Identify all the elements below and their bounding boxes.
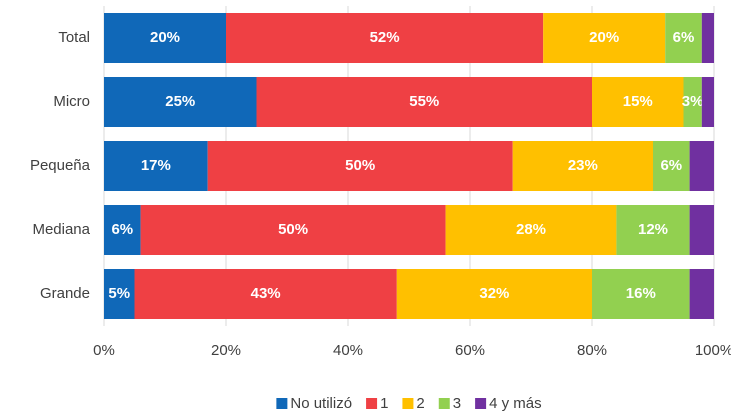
- x-tick-label: 0%: [93, 342, 115, 359]
- data-label: 20%: [150, 29, 180, 46]
- bar-segment: [134, 269, 397, 319]
- x-tick-label: 20%: [211, 342, 241, 359]
- data-label: 50%: [345, 157, 375, 174]
- data-label: 23%: [568, 157, 598, 174]
- legend-label: 1: [380, 395, 388, 412]
- bar-segment: [207, 141, 513, 191]
- legend-swatch: [475, 398, 487, 409]
- legend-label: 3: [453, 395, 461, 412]
- data-label: 6%: [111, 221, 133, 238]
- data-label: 17%: [141, 157, 171, 174]
- bar-segment: [512, 141, 653, 191]
- bar-segment: [104, 205, 141, 255]
- bar-segment: [396, 269, 592, 319]
- bar-segment: [140, 205, 446, 255]
- data-label: 50%: [278, 221, 308, 238]
- data-label: 55%: [409, 93, 439, 110]
- data-label: 43%: [251, 285, 281, 302]
- legend-label: No utilizó: [290, 395, 352, 412]
- legend-label: 4 y más: [489, 395, 542, 412]
- y-tick-label: Total: [58, 29, 90, 46]
- bar-segment: [104, 13, 226, 63]
- bar-segment: [226, 13, 544, 63]
- bar-segment: [689, 269, 714, 319]
- legend-swatch: [366, 398, 378, 409]
- bar-segment: [653, 141, 690, 191]
- legend-label: 2: [416, 395, 424, 412]
- data-label: 6%: [660, 157, 682, 174]
- data-label: 12%: [638, 221, 668, 238]
- data-label: 28%: [516, 221, 546, 238]
- data-label: 5%: [108, 285, 130, 302]
- bar-segment: [701, 13, 714, 63]
- x-tick-label: 100%: [695, 342, 731, 359]
- bar-segment: [104, 77, 257, 127]
- y-tick-label: Grande: [40, 285, 90, 302]
- data-label: 3%: [682, 93, 704, 110]
- bar-segment: [701, 77, 714, 127]
- data-label: 16%: [626, 285, 656, 302]
- y-tick-label: Micro: [53, 93, 90, 110]
- bar-segment: [689, 141, 714, 191]
- bar-segment: [665, 13, 702, 63]
- x-tick-label: 80%: [577, 342, 607, 359]
- data-label: 25%: [165, 93, 195, 110]
- data-label: 32%: [479, 285, 509, 302]
- y-tick-label: Mediana: [32, 221, 90, 238]
- x-tick-label: 40%: [333, 342, 363, 359]
- bar-segment: [592, 269, 690, 319]
- legend-swatch: [276, 398, 288, 409]
- data-label: 15%: [623, 93, 653, 110]
- bar-segment: [683, 77, 702, 127]
- bar-segment: [256, 77, 592, 127]
- x-tick-label: 60%: [455, 342, 485, 359]
- legend-swatch: [438, 398, 450, 409]
- bar-segment: [689, 205, 714, 255]
- legend-swatch: [402, 398, 414, 409]
- y-tick-label: Pequeña: [30, 157, 91, 174]
- bar-segment: [592, 77, 684, 127]
- bar-segment: [445, 205, 617, 255]
- bar-segment: [616, 205, 690, 255]
- bar-segment: [543, 13, 666, 63]
- bar-segment: [104, 141, 208, 191]
- bar-segment: [104, 269, 135, 319]
- data-label: 20%: [589, 29, 619, 46]
- data-label: 6%: [673, 29, 695, 46]
- data-label: 52%: [370, 29, 400, 46]
